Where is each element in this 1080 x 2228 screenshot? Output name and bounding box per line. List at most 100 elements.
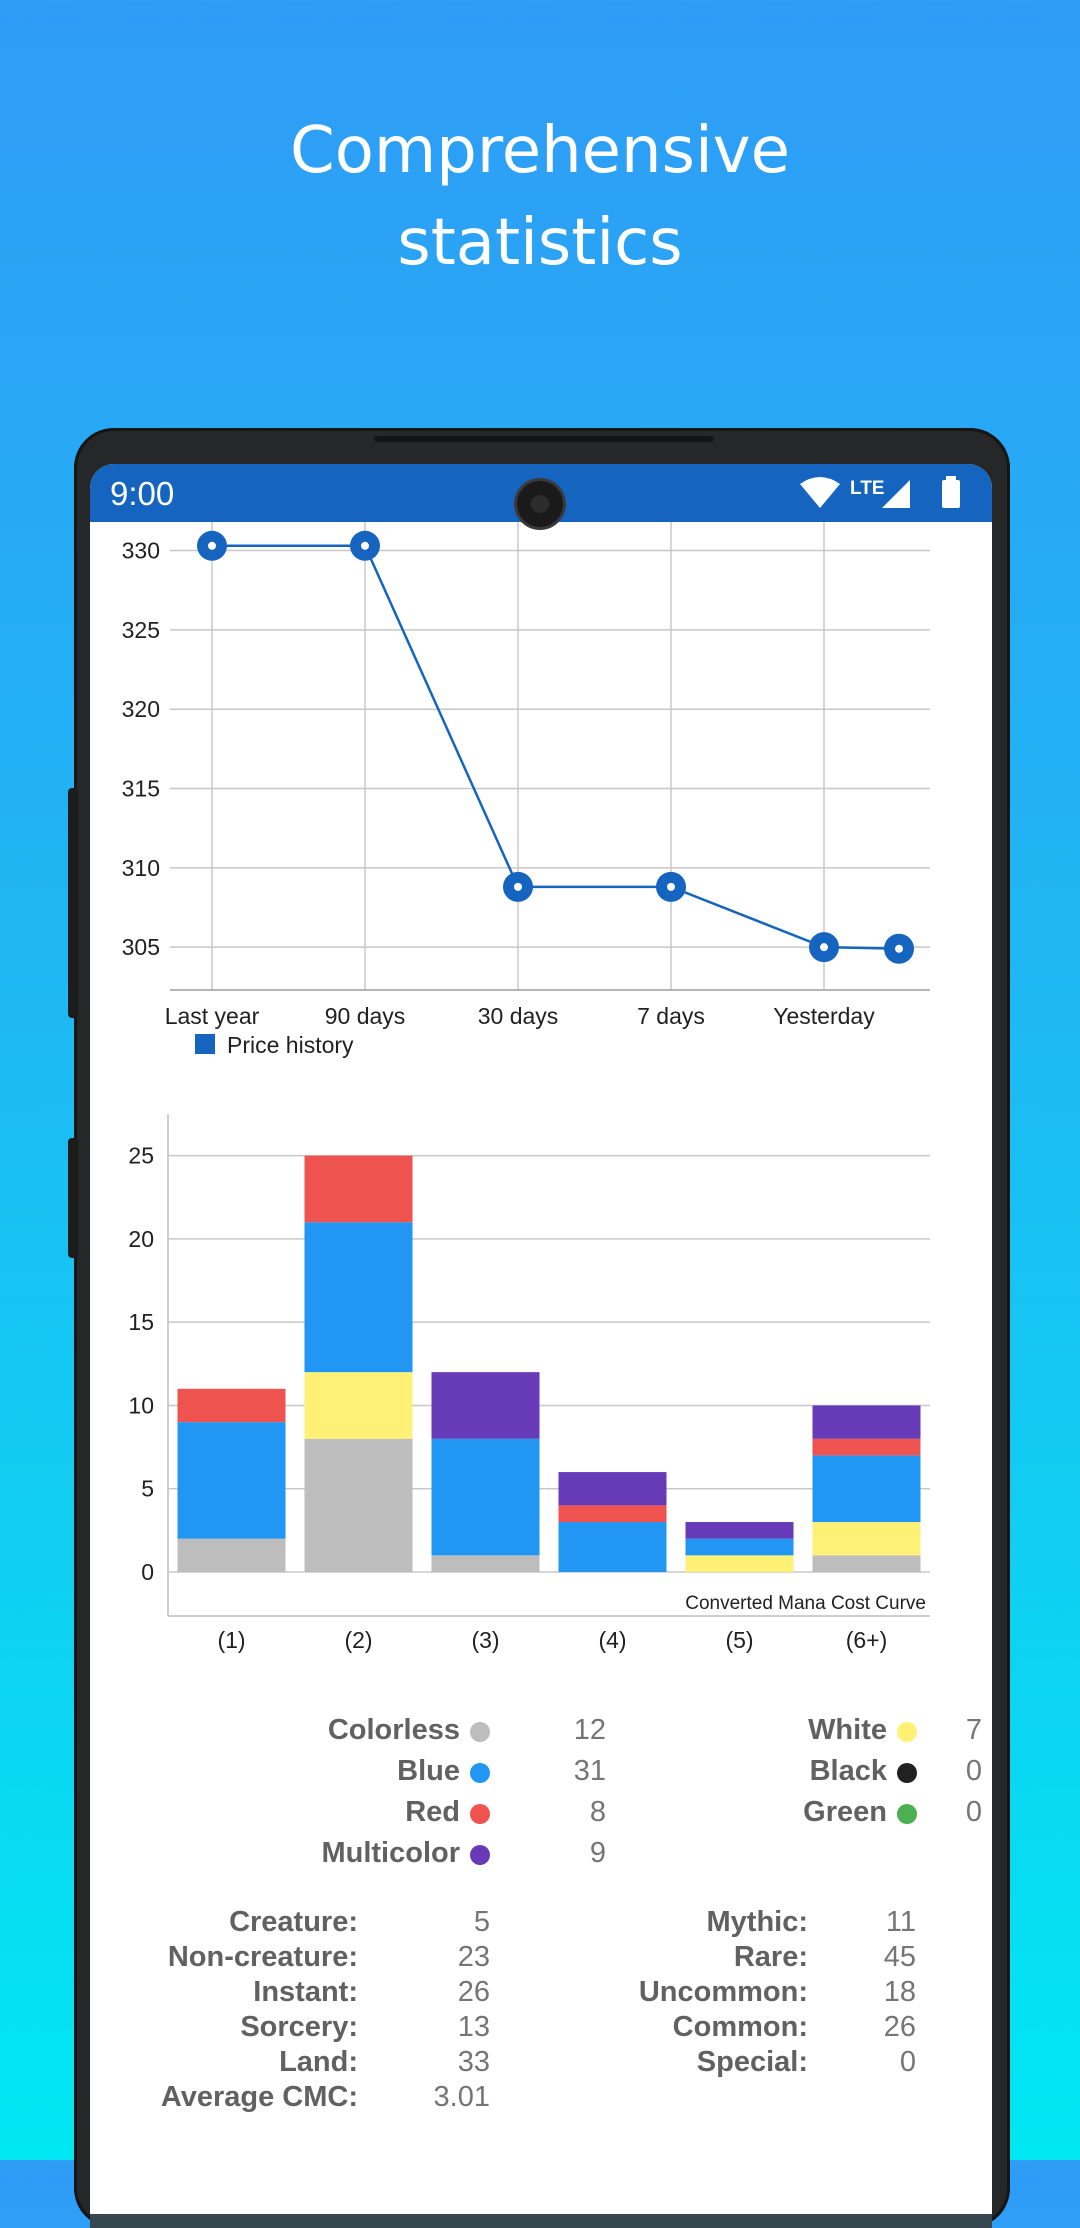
color-stat-label: Multicolor [321, 1837, 460, 1869]
x-tick-label: (6+) [846, 1627, 888, 1653]
color-stat-value: 0 [965, 1796, 982, 1828]
bar-segment [304, 1155, 413, 1223]
price-point-center [208, 541, 216, 550]
x-tick-label: 30 days [478, 1003, 559, 1029]
headline: Comprehensive statistics [0, 105, 1080, 289]
type-stat-label: Common: [672, 2011, 808, 2043]
type-stat-label: Creature: [229, 1906, 358, 1938]
type-stats: Creature: 5 Non-creature: 23 Instant: 26 Sorce… [90, 1906, 992, 2136]
y-tick-label: 315 [122, 776, 160, 802]
color-stat-value: 9 [589, 1837, 606, 1869]
price-point-center [895, 944, 903, 953]
type-stat-value: 45 [883, 1941, 916, 1973]
signal-icon [882, 480, 910, 508]
type-stat-value: 26 [457, 1976, 490, 2008]
bar-segment [812, 1405, 921, 1439]
type-stat-value: 3.01 [433, 2081, 490, 2113]
y-tick-label: 0 [141, 1559, 154, 1585]
price-point-center [361, 541, 369, 550]
x-tick-label: Last year [165, 1003, 260, 1029]
color-stat-label: White [808, 1714, 887, 1746]
x-tick-label: (5) [725, 1627, 753, 1653]
color-dot [470, 1722, 490, 1742]
color-dot [470, 1763, 490, 1783]
bar-segment [431, 1372, 540, 1439]
y-tick-label: 10 [128, 1392, 154, 1418]
bar-segment [177, 1422, 286, 1539]
status-icon-group [800, 476, 960, 508]
y-tick-label: 310 [122, 855, 160, 881]
color-stat-value: 0 [965, 1755, 982, 1787]
type-stat-label: Rare: [733, 1941, 808, 1973]
x-tick-label: (4) [598, 1627, 626, 1653]
type-stat-value: 11 [885, 1906, 916, 1938]
bar-segment [431, 1555, 540, 1572]
color-stat-value: 31 [573, 1755, 606, 1787]
status-bar: 9:00 LTE [90, 464, 992, 530]
color-dot [897, 1763, 917, 1783]
type-stat-label: Non-creature: [167, 1941, 358, 1973]
bar-segment [177, 1538, 286, 1572]
type-stat-label: Uncommon: [638, 1976, 808, 2008]
status-icons: LTE [800, 474, 970, 519]
x-tick-label: 90 days [325, 1003, 406, 1029]
type-stat-value: 33 [457, 2046, 490, 2078]
y-tick-label: 25 [128, 1143, 154, 1169]
bar-segment [812, 1455, 921, 1523]
color-stat-label: Black [809, 1755, 887, 1787]
phone-screen: 9:00 LTE 305 310 315 320 325 330 Last year 90 d… [90, 464, 992, 2228]
color-stat-value: 7 [965, 1714, 982, 1746]
y-tick-label: 320 [122, 696, 160, 722]
x-tick-label: Yesterday [773, 1003, 875, 1029]
legend-swatch [195, 1034, 215, 1054]
mana-curve-chart: 0 5 10 15 20 25 (1) (2) (3) (4) (5) (6+) Converted M… [128, 1114, 930, 1653]
bar-segment [304, 1438, 413, 1572]
type-stat-label: Instant: [253, 1976, 358, 2008]
x-tick-label: (3) [471, 1627, 499, 1653]
type-stat-value: 0 [899, 2046, 916, 2078]
chart-annotation: Converted Mana Cost Curve [685, 1593, 926, 1614]
status-time: 9:00 [110, 475, 175, 512]
legend-label: Price history [227, 1032, 354, 1058]
bar-segment [812, 1555, 921, 1572]
y-tick-label: 305 [122, 934, 160, 960]
volume-button [68, 788, 78, 1018]
type-stat-value: 5 [473, 1906, 490, 1938]
navigation-bar [90, 2214, 992, 2228]
x-tick-label: (2) [344, 1627, 372, 1653]
color-dot [470, 1845, 490, 1865]
bar-segment [685, 1555, 794, 1572]
bar-segment [304, 1372, 413, 1439]
y-tick-label: 20 [128, 1226, 154, 1252]
bar-segment [558, 1472, 667, 1506]
type-stat-label: Sorcery: [240, 2011, 358, 2043]
headline-line-2: statistics [397, 206, 683, 280]
bar-segment [812, 1438, 921, 1456]
color-stat-label: Green [803, 1796, 887, 1828]
type-stat-value: 18 [883, 1976, 916, 2008]
wifi-icon [800, 477, 840, 508]
y-tick-label: 15 [128, 1309, 154, 1335]
phone-frame: 9:00 LTE 305 310 315 320 325 330 Last year 90 d… [68, 428, 1010, 2228]
price-point-center [667, 882, 675, 891]
type-stat-value: 13 [457, 2011, 490, 2043]
color-dot [897, 1722, 917, 1742]
bar-segment [685, 1522, 794, 1539]
y-tick-label: 325 [122, 617, 160, 643]
color-stat-value: 8 [589, 1796, 606, 1828]
price-history-chart: 305 310 315 320 325 330 Last year 90 days 30 day… [122, 522, 930, 1058]
x-tick-label: 7 days [637, 1003, 705, 1029]
bar-segment [685, 1538, 794, 1556]
network-type: LTE [850, 478, 885, 499]
type-stat-label: Mythic: [706, 1906, 809, 1938]
bar-segment [304, 1222, 413, 1373]
price-point-center [820, 943, 828, 952]
type-stat-label: Land: [279, 2046, 358, 2078]
y-tick-label: 330 [122, 538, 160, 564]
color-stat-label: Blue [397, 1755, 460, 1787]
color-dot [470, 1804, 490, 1824]
bar-segment [558, 1505, 667, 1523]
color-stat-label: Colorless [327, 1714, 460, 1746]
type-stat-value: 26 [883, 2011, 916, 2043]
bar-segment [431, 1438, 540, 1556]
